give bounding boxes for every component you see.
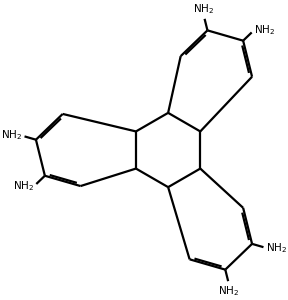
Text: NH$_2$: NH$_2$ xyxy=(266,241,287,255)
Text: NH$_2$: NH$_2$ xyxy=(218,284,239,298)
Text: NH$_2$: NH$_2$ xyxy=(1,129,22,142)
Text: NH$_2$: NH$_2$ xyxy=(13,179,34,193)
Text: NH$_2$: NH$_2$ xyxy=(254,23,275,37)
Text: NH$_2$: NH$_2$ xyxy=(193,2,215,16)
